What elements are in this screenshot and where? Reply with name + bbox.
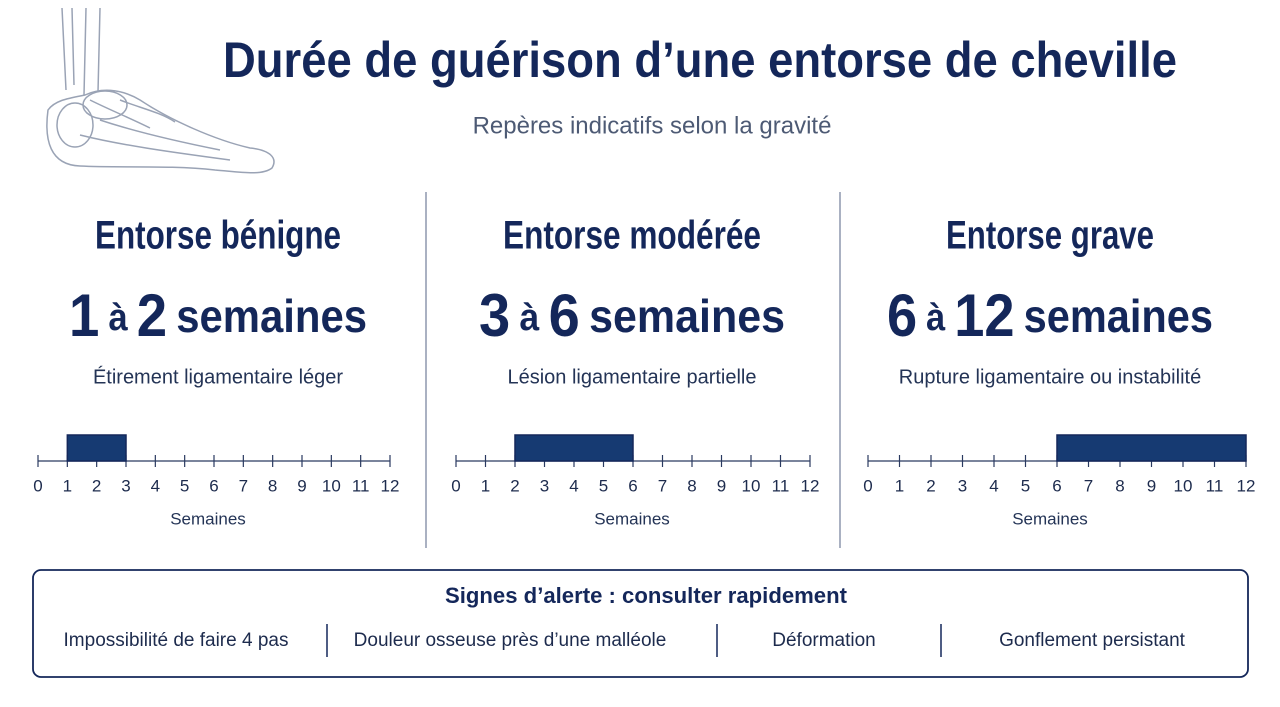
axis-label: Semaines: [1012, 509, 1088, 528]
tick-label: 12: [801, 476, 820, 495]
panel-heading: Entorse grave: [946, 214, 1154, 258]
tick-label: 5: [599, 476, 608, 495]
tick-label: 1: [63, 476, 72, 495]
range-bar: [66, 434, 127, 462]
tick-label: 2: [510, 476, 519, 495]
tick-label: 12: [1237, 476, 1256, 495]
tick-label: 10: [1174, 476, 1193, 495]
tick-label: 7: [239, 476, 248, 495]
tick-label: 3: [121, 476, 130, 495]
duration: 1 à 2 semaines: [69, 282, 367, 349]
duration-low: 6: [887, 282, 917, 349]
tick-label: 6: [1052, 476, 1061, 495]
subtitle: Repères indicatifs selon la gravité: [473, 112, 832, 139]
alert-item: Déformation: [772, 630, 876, 651]
duration-unit: semaines: [176, 290, 367, 342]
tick-label: 11: [352, 476, 370, 495]
duration-high: 2: [137, 282, 167, 349]
tick-label: 7: [1084, 476, 1093, 495]
duration-low: 3: [479, 282, 510, 349]
tick-label: 11: [1206, 476, 1224, 495]
panel-heading: Entorse modérée: [503, 214, 761, 258]
duration-unit: semaines: [589, 290, 785, 342]
tick-label: 4: [151, 476, 160, 495]
alert-title: Signes d’alerte : consulter rapidement: [445, 583, 848, 608]
description: Lésion ligamentaire partielle: [507, 366, 756, 388]
tick-label: 4: [569, 476, 578, 495]
duration-connector: à: [926, 297, 946, 339]
tick-label: 8: [687, 476, 696, 495]
range-bar: [1056, 434, 1247, 462]
tick-label: 2: [926, 476, 935, 495]
foot-illustration: [46, 7, 275, 174]
tick-label: 8: [1115, 476, 1124, 495]
tick-label: 8: [268, 476, 277, 495]
title: Durée de guérison d’une entorse de chevi…: [223, 32, 1177, 88]
tick-label: 5: [1021, 476, 1030, 495]
tick-label: 0: [451, 476, 460, 495]
tick-label: 11: [772, 476, 790, 495]
tick-label: 2: [92, 476, 101, 495]
tick-label: 0: [863, 476, 872, 495]
duration: 3 à 6 semaines: [479, 282, 785, 349]
alert-item: Impossibilité de faire 4 pas: [64, 630, 289, 651]
duration-high: 6: [549, 282, 580, 349]
tick-label: 1: [895, 476, 904, 495]
duration-connector: à: [520, 297, 541, 339]
tick-label: 9: [1147, 476, 1156, 495]
tick-label: 9: [297, 476, 306, 495]
tick-label: 5: [180, 476, 189, 495]
alert-box: [32, 569, 1249, 678]
axis-label: Semaines: [170, 509, 246, 528]
tick-label: 6: [628, 476, 637, 495]
tick-label: 3: [958, 476, 967, 495]
tick-label: 3: [540, 476, 549, 495]
tick-label: 9: [717, 476, 726, 495]
tick-label: 7: [658, 476, 667, 495]
range-bar: [514, 434, 634, 462]
duration-unit: semaines: [1024, 290, 1213, 342]
description: Rupture ligamentaire ou instabilité: [899, 366, 1201, 388]
tick-label: 1: [481, 476, 490, 495]
duration-high: 12: [954, 282, 1014, 349]
tick-label: 6: [209, 476, 218, 495]
axis-label: Semaines: [594, 509, 670, 528]
alert-item: Douleur osseuse près d’une malléole: [354, 630, 667, 651]
tick-label: 10: [322, 476, 341, 495]
tick-label: 4: [989, 476, 998, 495]
duration-connector: à: [108, 297, 128, 339]
alert-item: Gonflement persistant: [999, 630, 1186, 651]
description: Étirement ligamentaire léger: [93, 365, 343, 388]
tick-label: 0: [33, 476, 42, 495]
panel-heading: Entorse bénigne: [95, 214, 341, 258]
duration-low: 1: [69, 282, 99, 349]
tick-label: 10: [742, 476, 761, 495]
duration: 6 à 12semaines: [887, 282, 1213, 349]
tick-label: 12: [381, 476, 400, 495]
